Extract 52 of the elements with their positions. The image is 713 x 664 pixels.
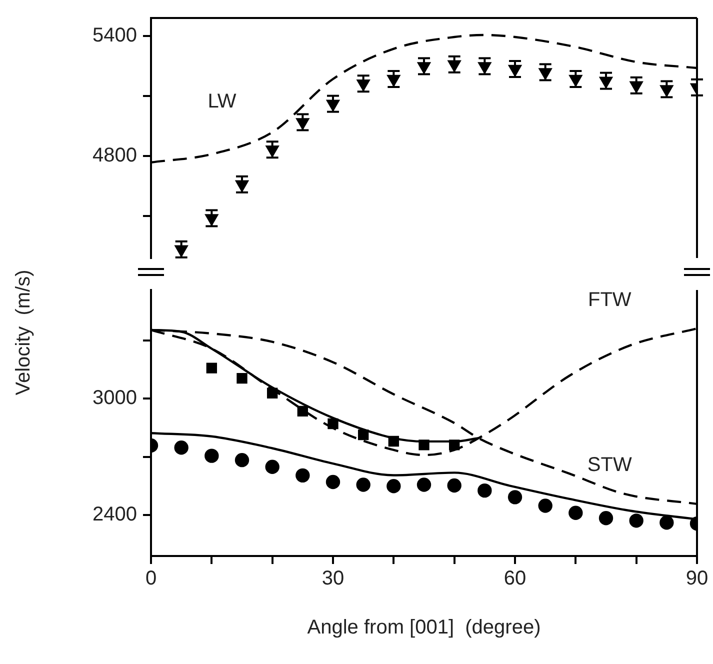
point — [386, 479, 401, 494]
point — [326, 474, 340, 490]
y-tick-label: 4800 — [92, 144, 137, 167]
point — [598, 511, 614, 526]
annotation: LW — [208, 90, 236, 113]
point — [297, 406, 308, 416]
point — [416, 478, 432, 492]
y-tick-label: 5400 — [92, 24, 137, 47]
point — [660, 516, 674, 530]
point — [478, 483, 492, 498]
point — [448, 60, 461, 72]
point — [508, 64, 522, 76]
y-tick-label: 3000 — [92, 387, 137, 410]
point — [478, 62, 491, 74]
point — [205, 214, 218, 226]
point — [265, 460, 280, 474]
point — [296, 468, 310, 483]
x-tick-label: 30 — [322, 568, 344, 590]
point — [266, 146, 279, 157]
point — [539, 68, 552, 80]
y-tick-label: 2400 — [92, 504, 137, 526]
point — [358, 430, 369, 440]
x-axis-title: Angle from [001] (degree) — [307, 616, 541, 639]
x-tick-label: 90 — [686, 568, 708, 590]
annotation: STW — [587, 454, 632, 476]
point — [175, 245, 188, 256]
annotation: FTW — [588, 289, 632, 312]
point — [660, 85, 673, 96]
point — [356, 478, 370, 492]
point — [630, 81, 643, 92]
point — [206, 362, 218, 374]
point — [234, 452, 250, 468]
point — [236, 373, 248, 384]
point — [600, 76, 612, 88]
point — [296, 118, 309, 130]
point — [326, 100, 340, 111]
y-axis-title: Velocity (m/s) — [12, 269, 36, 395]
point — [174, 440, 188, 455]
point — [387, 74, 400, 86]
point — [236, 180, 248, 192]
point — [447, 478, 462, 493]
point — [569, 74, 582, 86]
point — [418, 440, 430, 450]
point — [568, 506, 583, 520]
point — [508, 490, 522, 504]
point — [629, 514, 644, 528]
point — [538, 498, 552, 513]
point — [204, 448, 219, 463]
point — [357, 80, 370, 91]
x-tick-label: 0 — [145, 568, 157, 590]
x-tick-label: 60 — [504, 568, 526, 590]
point — [418, 62, 430, 74]
